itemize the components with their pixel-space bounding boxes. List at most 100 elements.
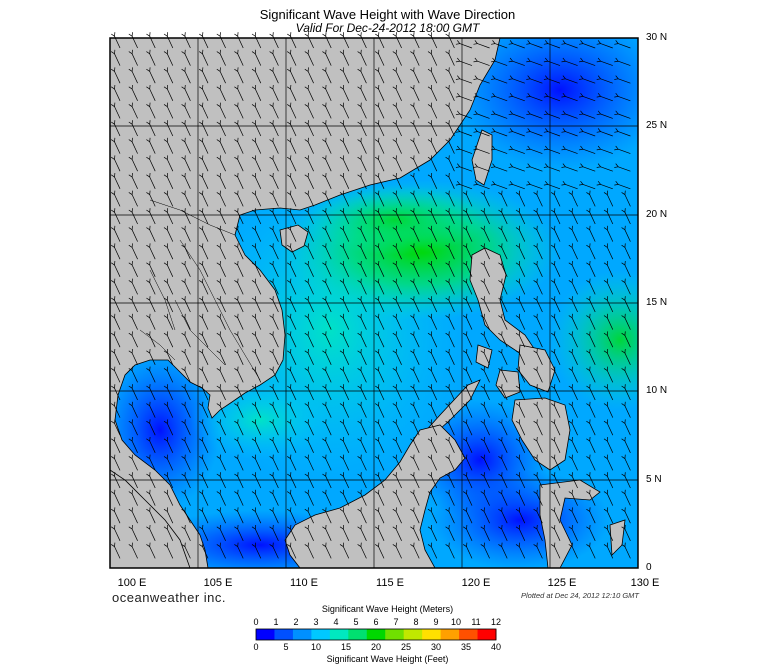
- wave-arrow-head: [128, 84, 133, 90]
- wave-arrow-head: [128, 172, 133, 178]
- wave-arrow: [600, 184, 613, 190]
- wave-arrow: [494, 184, 508, 190]
- wave-arrow: [413, 528, 420, 541]
- wave-arrow: [149, 53, 156, 66]
- wave-arrow-head: [498, 331, 503, 337]
- wave-arrow-head: [515, 489, 521, 495]
- wave-arrow-head: [357, 120, 362, 125]
- wave-arrow: [413, 493, 420, 506]
- wave-arrow: [360, 511, 367, 524]
- wave-arrow-head: [463, 366, 468, 372]
- wave-arrow-head: [199, 120, 204, 125]
- wave-arrow-head: [515, 331, 521, 337]
- wave-arrow-head: [322, 472, 327, 477]
- wave-arrow: [413, 440, 420, 453]
- wave-arrow-head: [491, 180, 496, 186]
- wave-arrow-head: [491, 40, 496, 45]
- wave-arrow-head: [269, 384, 274, 389]
- wave-arrow: [618, 60, 631, 66]
- wave-arrow: [547, 60, 561, 66]
- wave-arrow: [606, 493, 614, 506]
- wave-arrow-head: [427, 67, 433, 73]
- wave-arrow: [114, 247, 121, 260]
- wave-arrow-head: [163, 436, 169, 442]
- wave-arrow: [501, 317, 508, 330]
- wave-arrow: [430, 300, 438, 313]
- wave-arrow-head: [410, 507, 415, 513]
- wave-arrow-head: [463, 331, 468, 337]
- wave-arrow-head: [410, 225, 415, 231]
- wave-arrow-head: [551, 401, 556, 407]
- wave-arrow: [307, 405, 314, 418]
- wave-arrow-head: [526, 75, 531, 80]
- wave-arrow-head: [410, 32, 415, 37]
- wave-arrow-head: [251, 489, 257, 495]
- wave-arrow: [272, 352, 279, 365]
- wave-arrow: [530, 96, 543, 102]
- wave-arrow: [378, 176, 385, 189]
- wave-arrow: [395, 124, 402, 137]
- wave-arrow: [606, 440, 614, 453]
- wave-arrow-head: [375, 243, 380, 249]
- wave-arrow: [378, 370, 385, 383]
- wave-arrow: [202, 71, 209, 84]
- wave-arrow: [430, 71, 438, 84]
- wave-arrow: [512, 60, 525, 66]
- wave-arrow: [378, 511, 385, 524]
- wave-arrow-head: [561, 92, 567, 98]
- wave-arrow: [395, 106, 402, 119]
- wave-arrow-head: [375, 454, 380, 460]
- wave-arrow: [547, 78, 561, 84]
- wave-arrow: [565, 78, 578, 84]
- wave-arrow-head: [579, 128, 584, 133]
- wave-arrow: [254, 264, 262, 277]
- wave-arrow-head: [111, 190, 116, 196]
- wave-arrow: [114, 458, 121, 471]
- colorbar-swatch: [459, 629, 479, 640]
- wave-arrow: [430, 282, 438, 295]
- wave-arrow: [307, 493, 314, 506]
- wave-arrow: [219, 317, 226, 330]
- wave-arrow-head: [515, 507, 521, 513]
- wave-arrow: [254, 106, 262, 119]
- wave-arrow-head: [128, 120, 133, 125]
- wave-arrow: [571, 511, 578, 524]
- wave-arrow-head: [216, 472, 221, 477]
- wave-arrow-head: [111, 436, 116, 442]
- wave-arrow: [430, 458, 438, 471]
- wave-arrow-head: [533, 243, 538, 249]
- wave-arrow-head: [579, 110, 584, 116]
- wave-arrow-head: [234, 313, 239, 319]
- wave-arrow: [582, 166, 596, 172]
- wave-arrow-head: [339, 419, 345, 425]
- wave-arrow-head: [392, 32, 397, 37]
- wave-arrow: [589, 423, 596, 436]
- wave-arrow: [554, 370, 561, 383]
- wave-arrow: [219, 53, 226, 66]
- wave-arrow-head: [128, 384, 133, 389]
- wave-arrow: [477, 184, 490, 190]
- wave-arrow: [219, 229, 226, 242]
- wave-arrow-head: [410, 260, 415, 266]
- wave-arrow: [272, 71, 279, 84]
- wave-arrow-head: [480, 366, 485, 372]
- wave-arrow-head: [473, 145, 479, 151]
- wave-arrow-head: [445, 436, 450, 442]
- wave-arrow: [518, 423, 526, 436]
- wave-arrow: [219, 511, 226, 524]
- wave-arrow-head: [357, 366, 362, 372]
- wave-arrow: [184, 176, 191, 189]
- wave-arrow: [237, 476, 244, 489]
- wave-arrow-head: [181, 120, 186, 125]
- wave-arrow-head: [473, 180, 479, 186]
- wave-arrow: [448, 370, 455, 383]
- wave-arrow-head: [568, 507, 573, 513]
- wave-arrow: [290, 546, 297, 559]
- wave-arrow: [589, 370, 596, 383]
- wave-arrow: [307, 53, 314, 66]
- wave-arrow-head: [251, 32, 257, 37]
- wave-arrow-head: [515, 419, 521, 425]
- wave-arrow-head: [199, 296, 204, 301]
- wave-arrow-head: [621, 278, 626, 284]
- wave-arrow: [307, 546, 314, 559]
